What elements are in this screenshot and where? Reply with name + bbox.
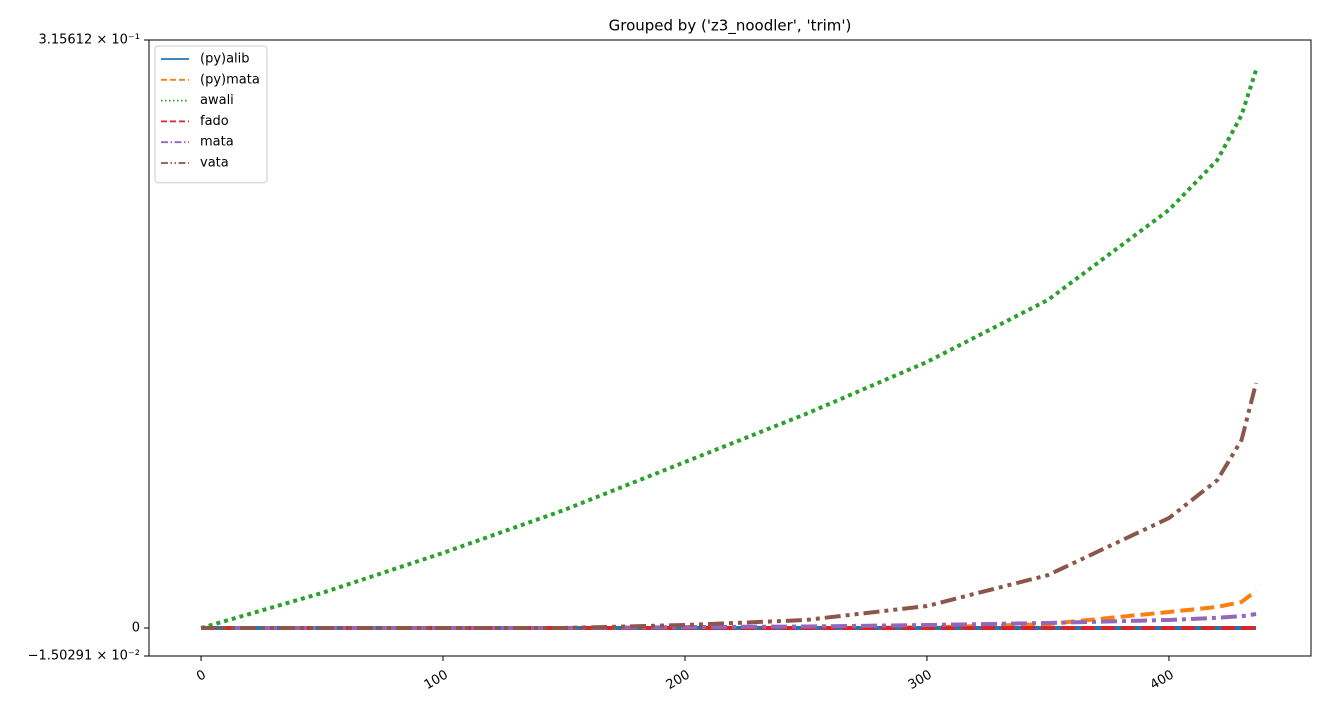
x-tick-label: 400 xyxy=(1148,668,1177,693)
series-line xyxy=(201,589,1258,630)
y-tick-label: 3.15612 × 10⁻¹ xyxy=(38,33,140,48)
x-tick-label: 300 xyxy=(906,668,935,693)
x-tick-label: 200 xyxy=(664,668,693,693)
chart-title: Grouped by ('z3_noodler', 'trim') xyxy=(609,17,852,36)
legend-label: awali xyxy=(200,93,234,108)
legend-label: fado xyxy=(200,114,229,129)
legend-label: (py)alib xyxy=(200,52,250,67)
x-tick-label: 0 xyxy=(194,668,209,685)
series-line xyxy=(201,382,1259,630)
series-line xyxy=(201,612,1257,630)
legend-label: vata xyxy=(200,156,229,171)
y-tick-label: −1.50291 × 10⁻² xyxy=(28,649,140,664)
legend-label: mata xyxy=(200,135,234,150)
y-tick-label: 0 xyxy=(132,621,140,636)
legend-label: (py)mata xyxy=(200,72,260,87)
axes-frame xyxy=(148,39,1312,657)
x-tick-label: 100 xyxy=(422,668,451,693)
series-line xyxy=(200,69,1258,630)
